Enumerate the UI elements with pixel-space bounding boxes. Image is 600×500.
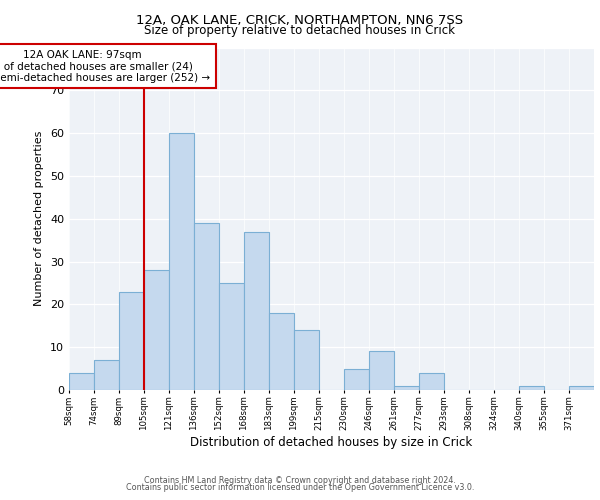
Bar xyxy=(219,283,244,390)
Bar xyxy=(519,386,544,390)
Y-axis label: Number of detached properties: Number of detached properties xyxy=(34,131,44,306)
X-axis label: Distribution of detached houses by size in Crick: Distribution of detached houses by size … xyxy=(190,436,473,449)
Bar xyxy=(94,360,119,390)
Bar xyxy=(194,223,219,390)
Bar xyxy=(294,330,319,390)
Text: 12A OAK LANE: 97sqm
← 9% of detached houses are smaller (24)
91% of semi-detache: 12A OAK LANE: 97sqm ← 9% of detached hou… xyxy=(0,50,211,83)
Bar xyxy=(419,373,444,390)
Text: Size of property relative to detached houses in Crick: Size of property relative to detached ho… xyxy=(145,24,455,37)
Bar xyxy=(244,232,269,390)
Text: Contains HM Land Registry data © Crown copyright and database right 2024.: Contains HM Land Registry data © Crown c… xyxy=(144,476,456,485)
Bar xyxy=(269,313,294,390)
Bar xyxy=(344,368,369,390)
Bar xyxy=(394,386,419,390)
Bar xyxy=(69,373,94,390)
Text: Contains public sector information licensed under the Open Government Licence v3: Contains public sector information licen… xyxy=(126,483,474,492)
Bar xyxy=(144,270,169,390)
Bar xyxy=(119,292,144,390)
Text: 12A, OAK LANE, CRICK, NORTHAMPTON, NN6 7SS: 12A, OAK LANE, CRICK, NORTHAMPTON, NN6 7… xyxy=(136,14,464,27)
Bar xyxy=(369,352,394,390)
Bar xyxy=(569,386,594,390)
Bar xyxy=(169,133,194,390)
